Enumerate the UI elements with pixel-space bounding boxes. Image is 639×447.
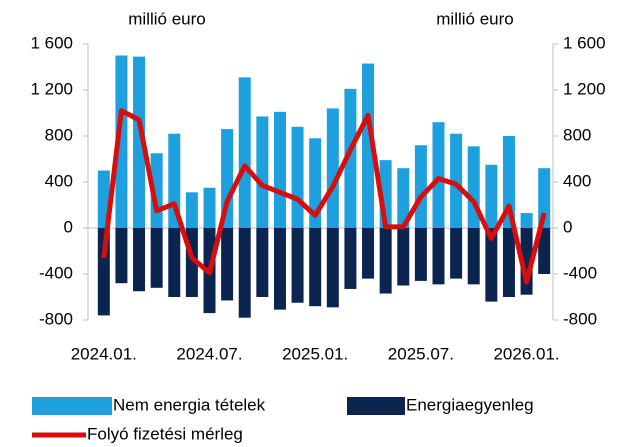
bar (273, 228, 286, 310)
y-axis-unit: millió euro (128, 9, 205, 28)
y2-tick-label: 1 200 (563, 79, 606, 98)
y2-tick-label: 0 (563, 217, 572, 236)
legend-label: Energiaegyenleg (406, 395, 534, 414)
bar (362, 228, 375, 279)
x-tick-label: 2026.01. (493, 344, 559, 363)
y2-tick-label: -400 (563, 263, 597, 282)
x-tick-label: 2025.01. (282, 344, 348, 363)
bar (432, 122, 445, 228)
bar (485, 164, 498, 228)
bar (256, 116, 269, 228)
bar (450, 133, 463, 228)
bar (238, 228, 251, 318)
bar (414, 145, 427, 228)
y-tick-label: -400 (39, 263, 73, 282)
bar (291, 126, 304, 228)
bar (256, 228, 269, 297)
legend-label: Nem energia tételek (113, 395, 266, 414)
y2-tick-label: -800 (563, 309, 597, 328)
y-tick-label: 1 600 (30, 33, 73, 52)
y2-tick-label: 1 600 (563, 33, 606, 52)
bar (450, 228, 463, 279)
bar (326, 108, 339, 228)
bar (168, 228, 181, 297)
bar (185, 192, 198, 228)
bar (467, 228, 480, 285)
bar (221, 228, 234, 301)
bar (397, 228, 410, 286)
bar (133, 228, 146, 292)
legend-swatch (32, 397, 112, 415)
legend-swatch (347, 397, 405, 415)
bar (344, 88, 357, 228)
bar (538, 228, 551, 274)
bar (291, 228, 304, 303)
y-tick-label: 800 (45, 125, 73, 144)
bar (133, 56, 146, 229)
bar (238, 77, 251, 228)
bar (150, 228, 163, 288)
bar (309, 138, 322, 228)
bar (379, 228, 392, 294)
x-tick-label: 2025.07. (388, 344, 454, 363)
bar (309, 228, 322, 307)
bar (203, 187, 216, 228)
bar (273, 111, 286, 228)
x-tick-label: 2024.07. (176, 344, 242, 363)
legend-label: Folyó fizetési mérleg (87, 424, 243, 443)
bar (485, 228, 498, 302)
bar (432, 228, 445, 285)
bar (520, 213, 533, 228)
x-tick-label: 2024.01. (71, 344, 137, 363)
y2-tick-label: 800 (563, 125, 591, 144)
line (101, 108, 547, 285)
bar (344, 228, 357, 289)
y-tick-label: -800 (39, 309, 73, 328)
y2-tick-label: 400 (563, 171, 591, 190)
bar (397, 168, 410, 228)
bar (538, 168, 551, 228)
bar (414, 228, 427, 281)
y2-axis-unit: millió euro (436, 9, 513, 28)
bar (502, 136, 515, 228)
bar (115, 228, 128, 284)
y-tick-label: 1 200 (30, 79, 73, 98)
bar (115, 55, 128, 228)
y-tick-label: 400 (45, 171, 73, 190)
bar (502, 228, 515, 297)
bar (326, 228, 339, 308)
y-tick-label: 0 (64, 217, 73, 236)
bar (362, 63, 375, 228)
